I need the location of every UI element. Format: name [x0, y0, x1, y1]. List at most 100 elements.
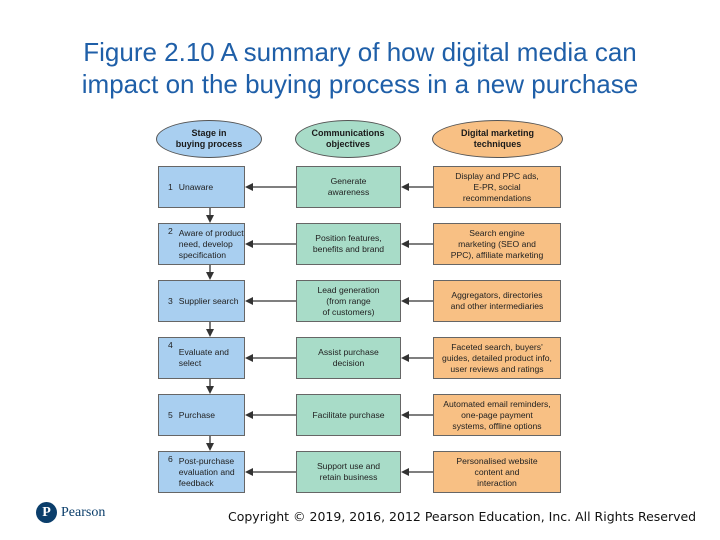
stage-label-2-line-3: specification [178, 249, 227, 260]
stage-number-4: 4 [168, 340, 173, 350]
arrow-stage-down-3-head [206, 329, 214, 337]
technique-label-1-line-1: Display and PPC ads, [455, 170, 539, 181]
comm-objective-label-2: Position features, benefits and brand [313, 233, 384, 255]
comm-objective-label-4-line-2: decision [332, 358, 365, 368]
arrow-tech-to-comm-6-head [401, 468, 409, 476]
technique-box-4: Faceted search, buyers' guides, detailed … [433, 337, 561, 379]
technique-box-1: Display and PPC ads, E-PR, social recommen… [433, 166, 561, 208]
pearson-logo-icon: P [36, 502, 57, 523]
stage-label-3: Supplier search [179, 296, 239, 307]
arrow-stage-down-5-head [206, 443, 214, 451]
comm-objective-label-2-line-2: benefits and brand [312, 244, 385, 254]
slide-title: Figure 2.10 A summary of how digital med… [0, 36, 720, 100]
technique-box-3: Aggregators, directories and other interm… [433, 280, 561, 322]
technique-label-1: Display and PPC ads, E-PR, social recommen… [455, 171, 539, 204]
comm-objective-label-3-line-3: of customers) [322, 306, 375, 317]
arrow-comm-to-stage-6-head [245, 468, 253, 476]
stage-label-2-line-1: Aware of product [178, 227, 244, 238]
arrow-tech-to-comm-5-head [401, 411, 409, 419]
stage-label-4-line-1: Evaluate and [178, 347, 229, 357]
header-tech-oval: Digital marketing techniques [432, 120, 563, 158]
arrow-stage-down-2-head [206, 272, 214, 280]
stage-number-1: 1 [168, 181, 173, 192]
comm-objective-label-1-line-1: Generate [330, 176, 367, 186]
comm-objective-label-2-line-1: Position features, [315, 233, 382, 243]
comm-objective-label-1: Generate awareness [328, 176, 370, 198]
stage-label-3-line-1: Supplier search [178, 295, 239, 306]
stage-number-6: 6 [168, 454, 173, 464]
comm-objective-label-6: Support use and retain business [317, 461, 380, 483]
stage-label-4: Evaluate and select [179, 347, 229, 369]
arrow-tech-to-comm-4-head [401, 354, 409, 362]
technique-box-5: Automated email reminders, one-page payme… [433, 394, 561, 436]
comm-objective-box-3: Lead generation (from range of customers) [296, 280, 401, 322]
arrow-stage-down-4-head [206, 386, 214, 394]
header-stage-line-1: Stage in [191, 128, 227, 138]
arrow-comm-to-stage-3-head [245, 297, 253, 305]
technique-label-2-line-1: Search engine [469, 227, 525, 238]
technique-label-5-line-2: one-page payment [461, 409, 533, 420]
stage-number-3: 3 [168, 295, 173, 306]
technique-label-5-line-1: Automated email reminders, [443, 398, 551, 409]
stage-label-5: Purchase [179, 410, 215, 421]
stage-label-2-line-2: need, develop [178, 238, 233, 249]
stage-box-4: 4 Evaluate and select [158, 337, 245, 379]
comm-objective-label-6-line-2: retain business [319, 472, 378, 482]
stage-label-2: Aware of product need, develop specificati… [179, 228, 244, 261]
comm-objective-box-2: Position features, benefits and brand [296, 223, 401, 265]
comm-objective-label-6-line-1: Support use and [316, 461, 381, 471]
header-tech-line-1: Digital marketing [460, 128, 534, 138]
buying-process-diagram: Stage in buying process Communications o… [150, 114, 570, 498]
arrow-layer [206, 183, 433, 476]
arrow-stage-down-1-head [206, 215, 214, 223]
technique-label-3: Aggregators, directories and other interm… [451, 290, 544, 312]
stage-box-1: 1 Unaware [158, 166, 245, 208]
slide-title-line-2: impact on the buying process in a new pu… [81, 69, 639, 99]
stage-label-6: Post-purchase evaluation and feedback [179, 456, 235, 489]
copyright-notice: Copyright © 2019, 2016, 2012 Pearson Edu… [228, 509, 697, 524]
comm-objective-label-4-line-1: Assist purchase [318, 347, 379, 357]
technique-label-3-line-2: and other intermediaries [450, 301, 544, 311]
comm-objective-box-1: Generate awareness [296, 166, 401, 208]
arrow-tech-to-comm-3-head [401, 297, 409, 305]
stage-box-2: 2 Aware of product need, develop specificat… [158, 223, 245, 265]
header-comm-oval: Communications objectives [295, 120, 401, 158]
arrow-comm-to-stage-1-head [245, 183, 253, 191]
technique-label-1-line-3: recommendations [462, 192, 532, 203]
stage-number-5: 5 [168, 409, 173, 420]
header-stage-oval: Stage in buying process [156, 120, 262, 158]
arrow-tech-to-comm-1-head [401, 183, 409, 191]
stage-box-5: 5 Purchase [158, 394, 245, 436]
technique-label-2: Search engine marketing (SEO and PPC), aff… [451, 228, 544, 261]
stage-box-6: 6 Post-purchase evaluation and feedback [158, 451, 245, 493]
stage-label-6-line-1: Post-purchase [178, 455, 235, 466]
comm-objective-box-4: Assist purchase decision [296, 337, 401, 379]
header-tech-line-2: techniques [473, 139, 522, 149]
stage-box-3: 3 Supplier search [158, 280, 245, 322]
technique-label-6-line-1: Personalised website [456, 455, 538, 466]
technique-label-6: Personalised website content and interacti… [456, 456, 537, 489]
technique-label-5-line-3: systems, offline options [452, 420, 542, 431]
technique-label-6-line-3: interaction [477, 477, 517, 488]
stage-label-1: Unaware [179, 182, 213, 193]
comm-objective-label-3-line-1: Lead generation [317, 284, 380, 295]
pearson-logo: P Pearson [36, 502, 105, 523]
header-stage-line-2: buying process [175, 139, 243, 149]
header-comm-line-2: objectives [325, 139, 370, 149]
pearson-logo-text: Pearson [61, 504, 106, 520]
comm-objective-label-5-line-1: Facilitate purchase [312, 409, 385, 420]
stage-label-6-line-2: evaluation and [178, 466, 235, 477]
stage-label-4-line-2: select [178, 358, 202, 368]
arrow-comm-to-stage-4-head [245, 354, 253, 362]
arrow-comm-to-stage-2-head [245, 240, 253, 248]
comm-objective-label-3-line-2: (from range [326, 295, 371, 306]
technique-label-2-line-2: marketing (SEO and [458, 238, 536, 249]
technique-box-2: Search engine marketing (SEO and PPC), aff… [433, 223, 561, 265]
slide-title-line-1: Figure 2.10 A summary of how digital med… [83, 37, 637, 67]
header-comm-line-1: Communications [311, 128, 385, 138]
technique-label-4-line-1: Faceted search, buyers' [451, 341, 543, 352]
technique-label-4-line-2: guides, detailed product info, [442, 352, 552, 363]
stage-label-6-line-3: feedback [178, 477, 214, 488]
stage-number-2: 2 [168, 226, 173, 236]
comm-objective-label-3: Lead generation (from range of customers) [317, 285, 379, 318]
